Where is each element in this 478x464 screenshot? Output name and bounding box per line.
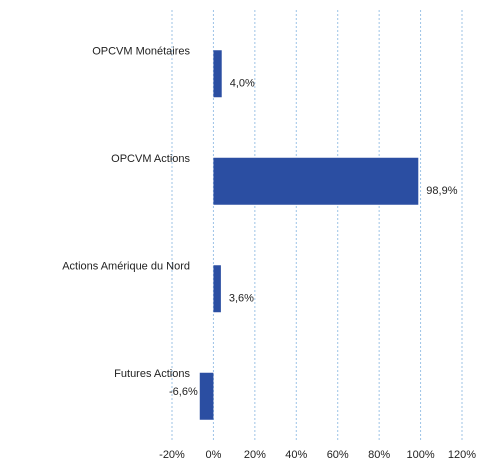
data-label: 98,9% [426, 185, 457, 197]
data-label: -6,6% [169, 386, 198, 398]
x-tick-label: 80% [368, 449, 390, 461]
data-label: 4,0% [230, 78, 255, 90]
bar [213, 157, 419, 205]
category-label: Actions Amérique du Nord [62, 261, 190, 273]
bar [199, 372, 214, 420]
category-label: Futures Actions [114, 368, 190, 380]
category-label: OPCVM Monétaires [92, 46, 190, 58]
bar [213, 265, 221, 313]
x-tick-label: 20% [244, 449, 266, 461]
category-label: OPCVM Actions [111, 153, 190, 165]
data-label: 3,6% [229, 293, 254, 305]
x-tick-label: 120% [448, 449, 476, 461]
x-tick-label: -20% [159, 449, 185, 461]
x-tick-label: 0% [205, 449, 221, 461]
x-tick-label: 40% [285, 449, 307, 461]
x-tick-label: 100% [407, 449, 435, 461]
x-tick-label: 60% [327, 449, 349, 461]
bar [213, 50, 222, 98]
